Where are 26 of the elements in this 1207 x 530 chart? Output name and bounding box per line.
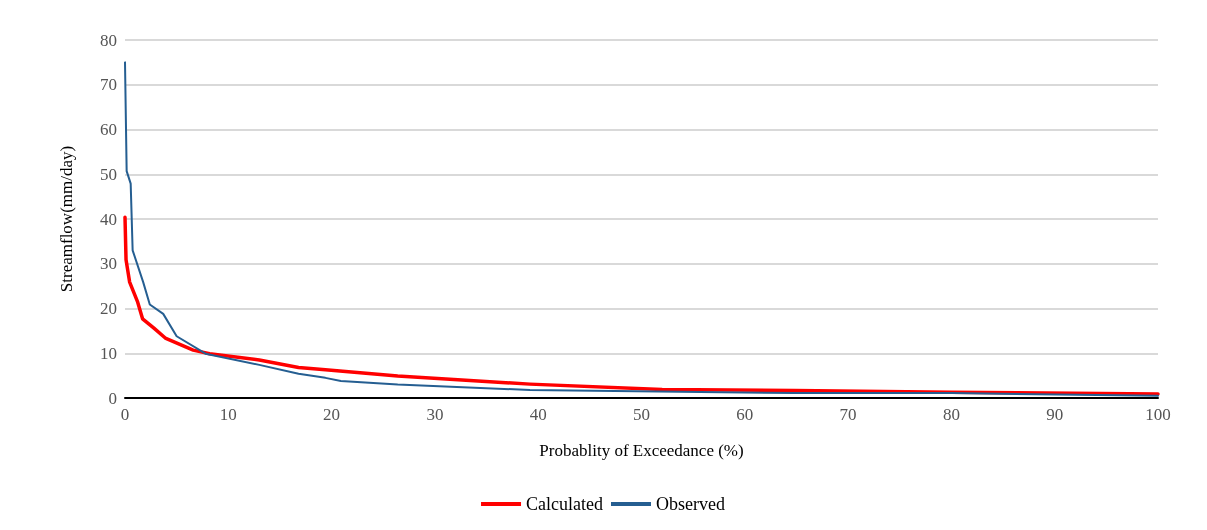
legend-label: Calculated (526, 494, 603, 514)
x-tick-label: 10 (219, 405, 237, 424)
y-tick-label: 70 (100, 75, 117, 95)
y-tick-label: 40 (100, 209, 117, 229)
x-tick-label: 40 (529, 405, 547, 424)
x-tick-label: 100 (1145, 405, 1171, 424)
x-tick-label: 20 (323, 405, 341, 424)
legend-label: Observed (655, 494, 725, 514)
x-tick-label: 50 (633, 405, 650, 424)
y-tick-label: 60 (100, 120, 117, 139)
x-tick-label: 90 (1046, 405, 1064, 424)
y-axis-title: Streamflow(mm/day) (57, 145, 76, 293)
x-tick-label: 0 (120, 405, 130, 424)
x-axis-title: Probablity of Exceedance (%) (539, 441, 744, 460)
y-tick-label: 20 (100, 299, 117, 318)
line-series (123, 215, 1160, 396)
x-tick-label: 60 (736, 405, 754, 424)
y-tick-label: 30 (100, 254, 117, 274)
y-tick-label: 80 (100, 30, 117, 50)
x-tick-label: 80 (942, 405, 960, 424)
x-tick-label: 30 (426, 405, 444, 424)
line-series (124, 61, 1159, 397)
y-tick-label: 50 (100, 164, 117, 184)
y-tick-label: 10 (100, 343, 117, 363)
x-tick-label: 70 (839, 405, 857, 424)
y-tick-label: 0 (108, 388, 117, 408)
